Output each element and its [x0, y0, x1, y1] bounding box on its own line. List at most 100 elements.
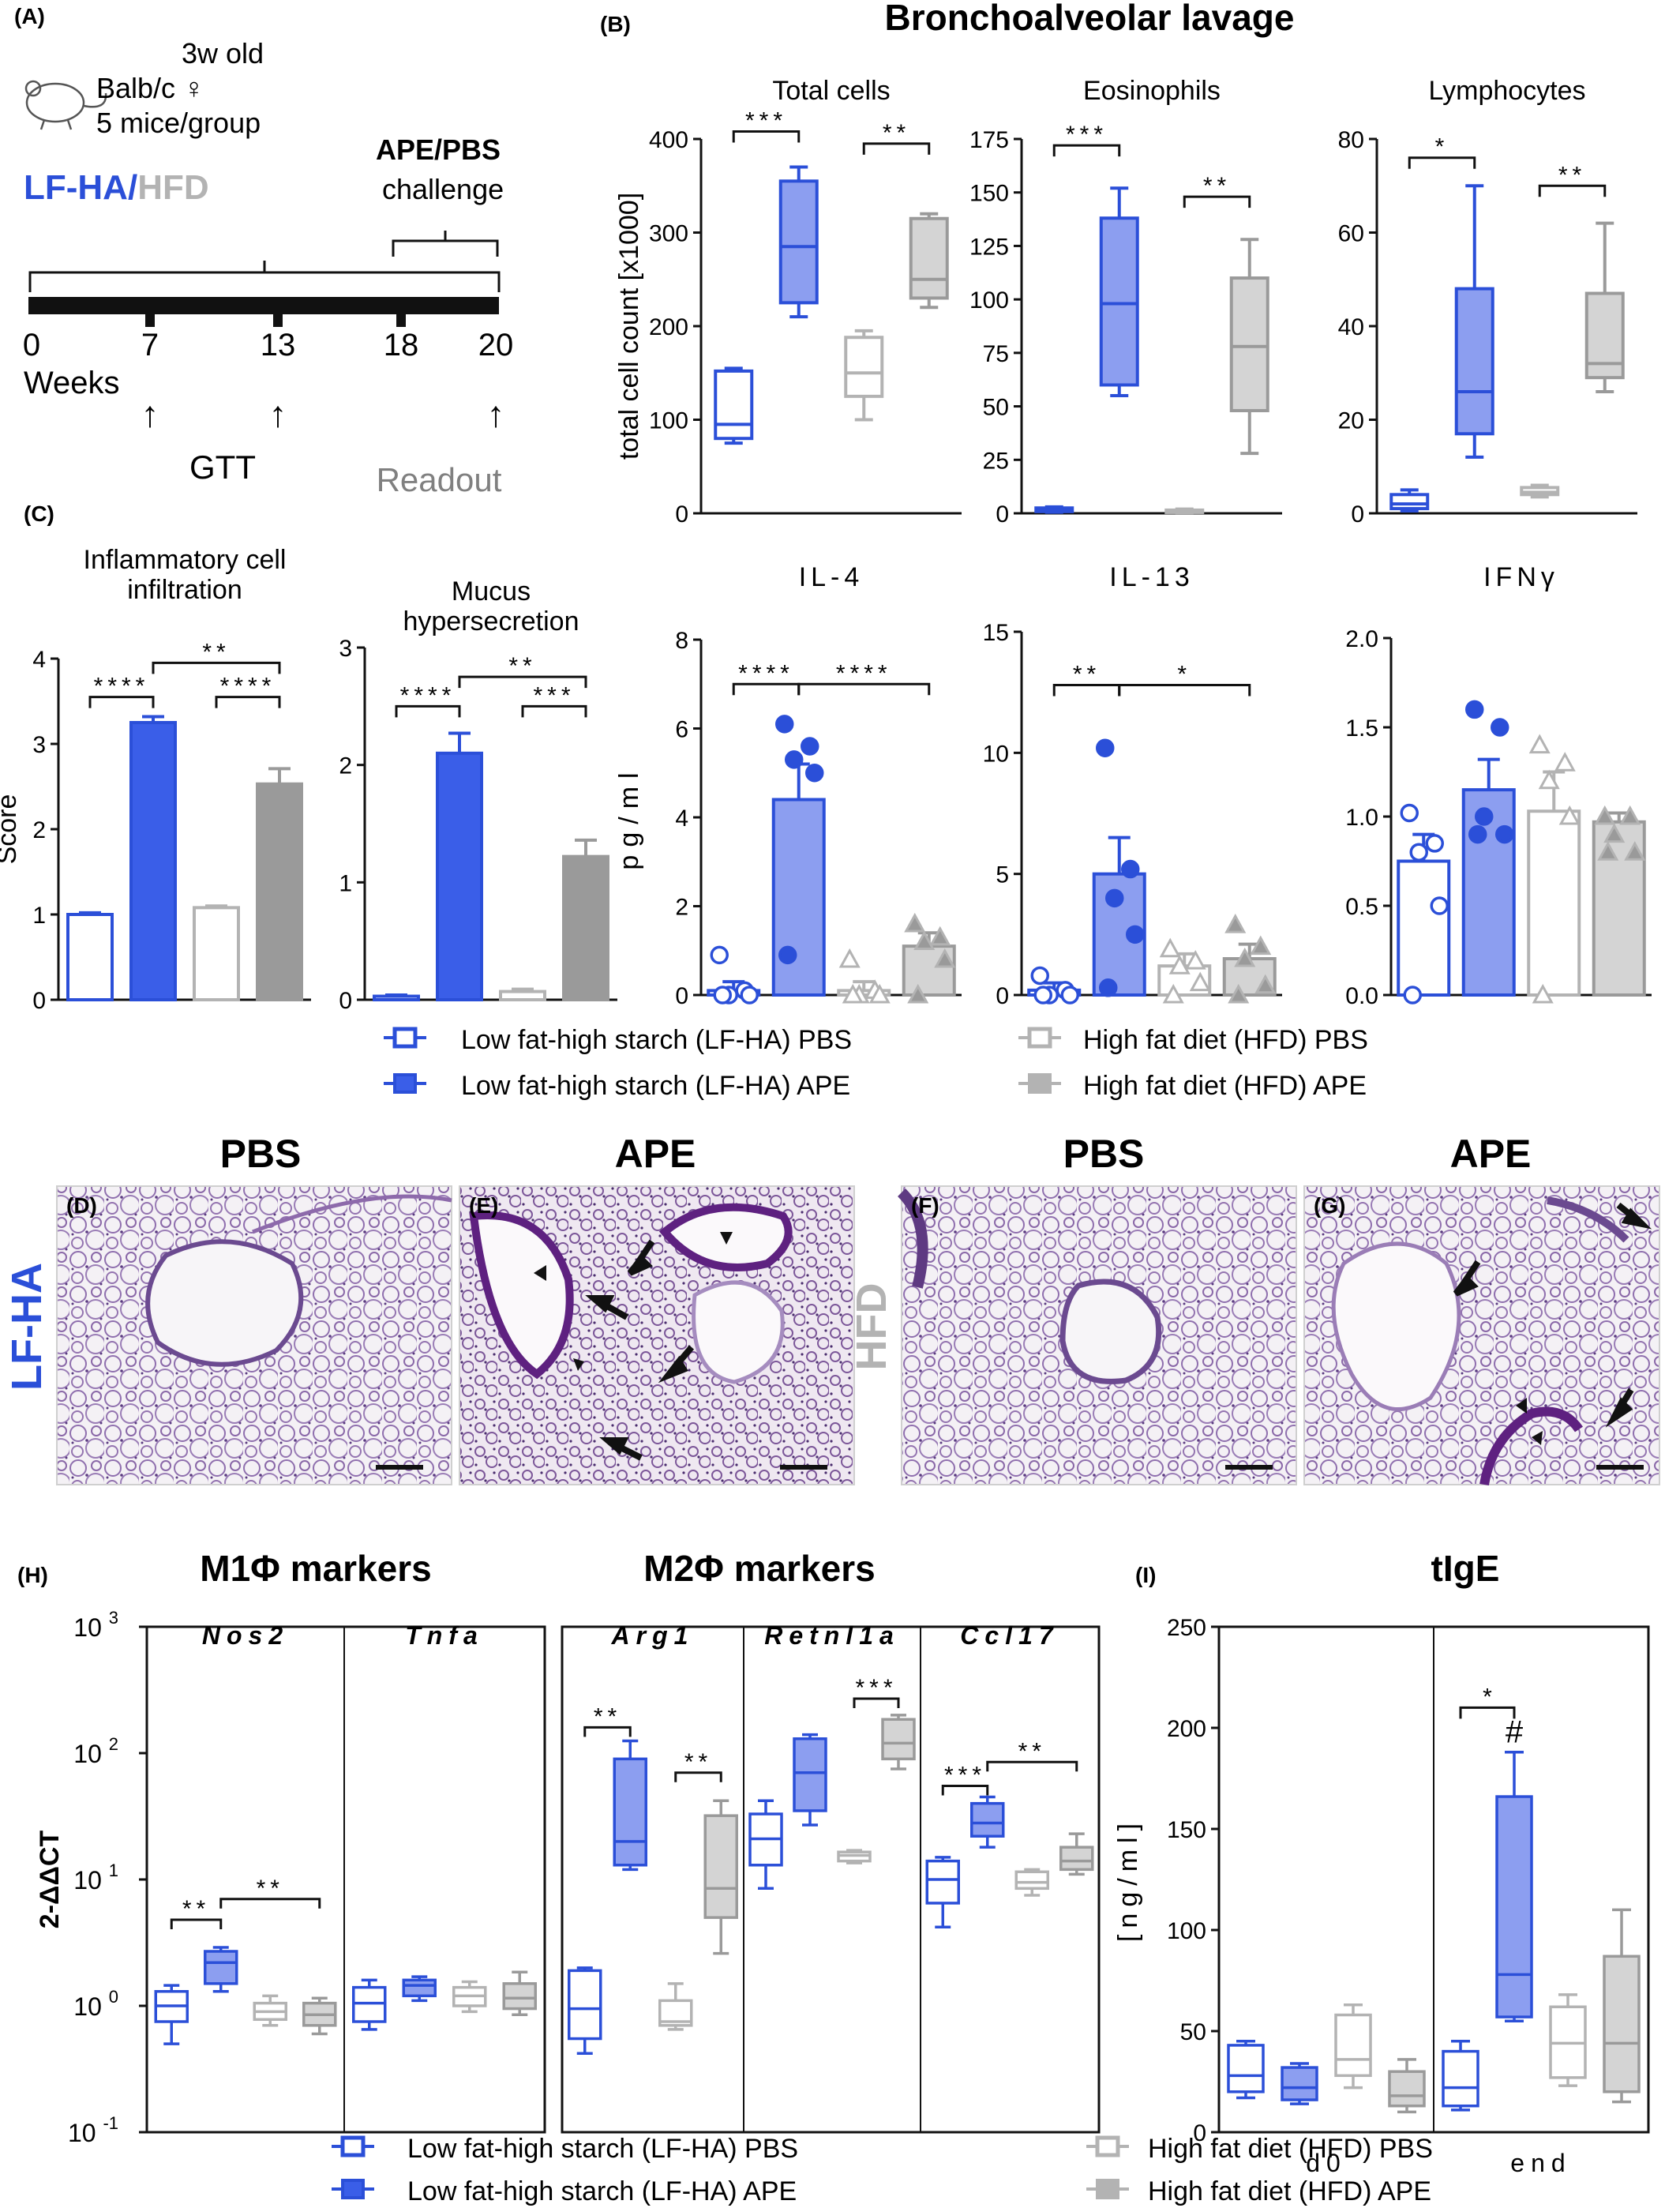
eosinophils-significance-bracket — [1183, 195, 1251, 208]
lymphocytes-box — [1454, 287, 1494, 436]
il13-point — [1126, 925, 1145, 944]
panel-label-c: (C) — [24, 501, 54, 526]
ifng-point — [1475, 807, 1494, 826]
il4-point — [775, 715, 794, 734]
mucus-significance-label: *** — [533, 682, 575, 708]
histology-image-g: (G) — [1303, 1185, 1660, 1486]
challenge-bracket — [392, 231, 499, 257]
infiltration-y-tick-label: 4 — [32, 647, 46, 673]
panel-b: (B) Bronchoalveolar lavage — [600, 0, 1294, 38]
m2-title: M2Φ markers — [643, 1548, 875, 1589]
row-label-lfha: LF-HA — [3, 1263, 51, 1391]
il13-point — [1099, 978, 1118, 997]
il4-chart: IL-4 0 2 4 6 8 pg/ml **** **** — [614, 562, 962, 1009]
marker-significance-bracket — [853, 1697, 900, 1708]
il4-y-tick-label: 4 — [675, 805, 688, 832]
eosinophils-y-tick-label: 125 — [969, 234, 1009, 260]
challenge-title: APE/PBS — [376, 133, 501, 166]
histo-header-1: PBS — [220, 1132, 302, 1176]
il4-y-tick-label: 8 — [675, 628, 688, 654]
legend-top: Low fat-high starch (LF-HA) PBS Low fat-… — [384, 1025, 1368, 1101]
il13-point — [1254, 974, 1277, 994]
lymphocytes-significance-label: ** — [1558, 162, 1586, 188]
legend2-lf-pbs: Low fat-high starch (LF-HA) PBS — [407, 2134, 798, 2164]
markers-y-tick-label: 10 1 — [73, 1861, 118, 1894]
ifng-point — [1594, 805, 1616, 825]
il13-point — [1030, 966, 1049, 986]
il4-title: IL-4 — [799, 562, 864, 592]
mucus-bar — [436, 751, 483, 1001]
infiltration-significance-bracket — [152, 661, 281, 674]
total-cells-y-tick-label: 300 — [649, 221, 688, 247]
arrow-week13: ↑ — [269, 393, 287, 434]
total-cells-y-tick-label: 0 — [675, 501, 688, 528]
tige-box — [1227, 2044, 1265, 2093]
infiltration-significance-label: **** — [94, 674, 150, 700]
markers-y-tick-power: 0 — [109, 1987, 118, 2007]
il4-significance-bracket — [797, 682, 931, 696]
total-cells-significance-label: ** — [883, 120, 910, 146]
markers-y-tick-power: 1 — [109, 1861, 118, 1880]
il13-point — [1168, 955, 1191, 974]
ifng-point — [1528, 734, 1551, 754]
il13-point — [1162, 983, 1184, 1004]
eosinophils-y-tick-label: 25 — [983, 448, 1009, 474]
il4-point — [785, 750, 804, 769]
ifng-point — [1468, 824, 1487, 844]
marker-significance-label: ** — [182, 1896, 210, 1922]
legend-hfd-pbs: High fat diet (HFD) PBS — [1083, 1025, 1368, 1055]
week-tick-mark — [145, 314, 155, 327]
il4-point — [801, 737, 819, 756]
diet-label-sep: / — [128, 168, 137, 207]
tige-y-tick-label: 0 — [1193, 2120, 1206, 2146]
histo-header-4: APE — [1450, 1132, 1532, 1176]
histo-header-3: PBS — [1063, 1132, 1145, 1176]
legend2-hfd-ape: High fat diet (HFD) APE — [1148, 2176, 1431, 2206]
panel-label-d: (D) — [66, 1193, 97, 1218]
ifng-point — [1495, 824, 1514, 844]
il4-y-tick-label: 0 — [675, 983, 688, 1009]
infiltration-significance-label: ** — [202, 639, 230, 665]
histology-image-f: (F) — [897, 1185, 1297, 1485]
marker-significance-label: *** — [855, 1675, 897, 1701]
week-tick-mark — [273, 314, 283, 327]
lymphocytes-y-tick-label: 0 — [1351, 501, 1364, 528]
ifng-bar — [1397, 859, 1451, 997]
gtt-label: GTT — [189, 449, 256, 486]
marker-significance-label: *** — [944, 1763, 986, 1789]
gene-label-arg1: Arg1 — [611, 1621, 695, 1650]
ifng-point — [1597, 841, 1619, 861]
marker-box — [881, 1718, 916, 1761]
arrow-week7: ↑ — [141, 393, 159, 434]
il4-point — [838, 948, 861, 968]
week-ticks: 0 7 13 18 20 — [23, 314, 513, 362]
total-cells-box — [844, 336, 884, 398]
legend2-hfd-pbs: High fat diet (HFD) PBS — [1148, 2134, 1433, 2164]
legend-swatch-hfd-pbs — [1027, 1027, 1052, 1049]
infiltration-y-tick-label: 0 — [32, 988, 46, 1014]
tige-box — [1495, 1795, 1533, 2018]
infiltration-y-label: Score — [0, 794, 22, 865]
lymphocytes-title: Lymphocytes — [1428, 76, 1585, 106]
week-tick-18: 18 — [384, 328, 419, 362]
ifng-point — [1430, 896, 1449, 915]
il13-y-tick-label: 0 — [996, 983, 1009, 1009]
marker-significance-label: ** — [594, 1703, 621, 1729]
bal-title: Bronchoalveolar lavage — [885, 0, 1295, 38]
tige-hash-mark: # — [1506, 1715, 1524, 1750]
il4-point — [710, 945, 729, 965]
lymphocytes-y-tick-label: 20 — [1338, 408, 1364, 434]
il13-point — [1060, 986, 1079, 1004]
gene-label-nos2: Nos2 — [202, 1621, 289, 1650]
ifng-y-tick-label: 2.0 — [1345, 626, 1378, 652]
mucus-significance-label: **** — [400, 682, 456, 708]
eosinophils-box — [1099, 216, 1139, 387]
ifng-point — [1491, 718, 1509, 737]
mucus-title: hypersecretion — [403, 606, 579, 636]
row-label-hfd: HFD — [848, 1283, 895, 1371]
